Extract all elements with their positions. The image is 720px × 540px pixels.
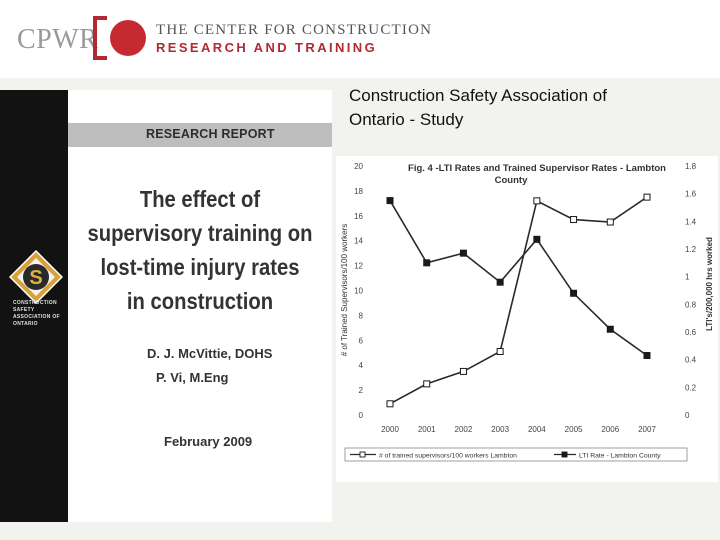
y-right-tick-label: 0.8 <box>685 300 697 309</box>
x-tick-label: 2007 <box>638 425 656 434</box>
trained-supervisor-point <box>496 348 504 356</box>
legend-box <box>344 447 688 462</box>
org-name-line2: RESEARCH AND TRAINING <box>156 40 378 55</box>
lti-rate-point <box>459 249 467 257</box>
x-tick-label: 2001 <box>418 425 436 434</box>
trained-supervisor-point <box>643 193 651 201</box>
report-date: February 2009 <box>164 434 253 449</box>
series-line <box>389 200 648 357</box>
slide-title-line1: Construction Safety Association of <box>349 86 607 105</box>
trained-supervisor-point <box>459 367 467 375</box>
report-title-line: lost-time injury rates <box>100 254 300 280</box>
x-tick-label: 2005 <box>565 425 583 434</box>
trained-supervisor-point <box>386 400 394 408</box>
y-right-tick-label: 0.4 <box>685 356 697 365</box>
chart-title-line2: County <box>495 175 528 186</box>
x-tick-label: 2000 <box>381 425 399 434</box>
association-line: ONTARIO <box>13 321 38 327</box>
lti-rate-point <box>386 197 394 205</box>
y-left-tick-label: 2 <box>359 386 364 395</box>
y-left-tick-label: 8 <box>359 311 364 320</box>
report-title-line: supervisory training on <box>87 220 313 246</box>
trained-supervisor-point <box>570 216 578 224</box>
legend-marker-lti <box>561 451 568 458</box>
report-cover: RESEARCH REPORT The effect of supervisor… <box>68 90 332 522</box>
y-left-tick-label: 14 <box>354 237 363 246</box>
slide-title: Construction Safety Association of Ontar… <box>349 84 607 132</box>
y-right-tick-label: 1 <box>685 273 690 282</box>
legend-label-lti: LTI Rate - Lambton County <box>579 453 661 460</box>
x-tick-label: 2003 <box>491 425 509 434</box>
y-left-tick-label: 18 <box>354 187 363 196</box>
author-1: D. J. McVittie, DOHS <box>147 346 273 361</box>
association-line: CONSTRUCTION <box>13 300 57 306</box>
badge-letter: S <box>29 267 42 289</box>
trained-supervisor-point <box>606 218 614 226</box>
y-right-tick-label: 1.2 <box>685 245 697 254</box>
y-left-tick-label: 12 <box>354 262 363 271</box>
legend-marker-supervisors <box>359 451 366 458</box>
y-left-tick-label: 6 <box>359 336 364 345</box>
cpwr-logo-text: CPWR <box>17 24 99 55</box>
y-left-tick-label: 10 <box>354 287 363 296</box>
y-right-tick-label: 1.8 <box>685 162 697 171</box>
report-title-line: in construction <box>126 288 274 314</box>
lti-rate-point <box>570 289 578 297</box>
lti-chart: Fig. 4 -LTI Rates and Trained Supervisor… <box>340 162 714 462</box>
cover-band <box>68 123 332 147</box>
y-left-tick-label: 0 <box>359 411 364 420</box>
chart-panel: Fig. 4 -LTI Rates and Trained Supervisor… <box>336 156 718 482</box>
series-line <box>389 196 648 405</box>
report-spine: S CONSTRUCTION SAFETY ASSOCIATION OF ONT… <box>0 90 68 522</box>
x-tick-label: 2004 <box>528 425 546 434</box>
report-title-line: The effect of <box>139 186 261 212</box>
slide-title-line2: Ontario - Study <box>349 110 464 129</box>
y-right-tick-label: 0.6 <box>685 328 697 337</box>
research-report-label: RESEARCH REPORT <box>146 127 275 141</box>
report-title: The effect of supervisory training on lo… <box>84 182 316 318</box>
trained-supervisor-point <box>423 380 431 388</box>
y-left-tick-label: 4 <box>359 361 364 370</box>
y-right-axis-label: LTI's/200,000 hrs worked <box>705 237 714 331</box>
association-name: CONSTRUCTION SAFETY ASSOCIATION OF ONTAR… <box>13 300 60 328</box>
y-right-tick-label: 0.2 <box>685 383 697 392</box>
author-2: P. Vi, M.Eng <box>156 370 229 385</box>
y-left-tick-label: 16 <box>354 212 363 221</box>
y-right-tick-label: 0 <box>685 411 690 420</box>
x-tick-label: 2002 <box>455 425 473 434</box>
logo-circle-icon <box>110 20 146 56</box>
chart-title-line1: Fig. 4 -LTI Rates and Trained Supervisor… <box>408 163 666 174</box>
csa-badge-icon: S <box>8 249 64 305</box>
org-name-line1: THE CENTER FOR CONSTRUCTION <box>156 22 433 38</box>
association-line: SAFETY <box>13 307 35 313</box>
logo-bracket-icon <box>93 16 107 60</box>
header-bar: CPWR THE CENTER FOR CONSTRUCTION RESEARC… <box>0 0 720 78</box>
y-right-tick-label: 1.4 <box>685 217 697 226</box>
lti-rate-point <box>643 352 651 360</box>
lti-rate-point <box>533 235 541 243</box>
y-left-tick-label: 20 <box>354 162 363 171</box>
y-right-tick-label: 1.6 <box>685 190 697 199</box>
association-line: ASSOCIATION OF <box>13 314 60 320</box>
lti-rate-point <box>496 278 504 286</box>
lti-rate-point <box>423 259 431 267</box>
lti-rate-point <box>606 325 614 333</box>
legend-label-supervisors: # of trained supervisors/100 workers Lam… <box>379 453 517 460</box>
trained-supervisor-point <box>533 197 541 205</box>
x-tick-label: 2006 <box>601 425 619 434</box>
y-left-axis-label: # of Trained Supervisors/100 workers <box>340 224 349 357</box>
